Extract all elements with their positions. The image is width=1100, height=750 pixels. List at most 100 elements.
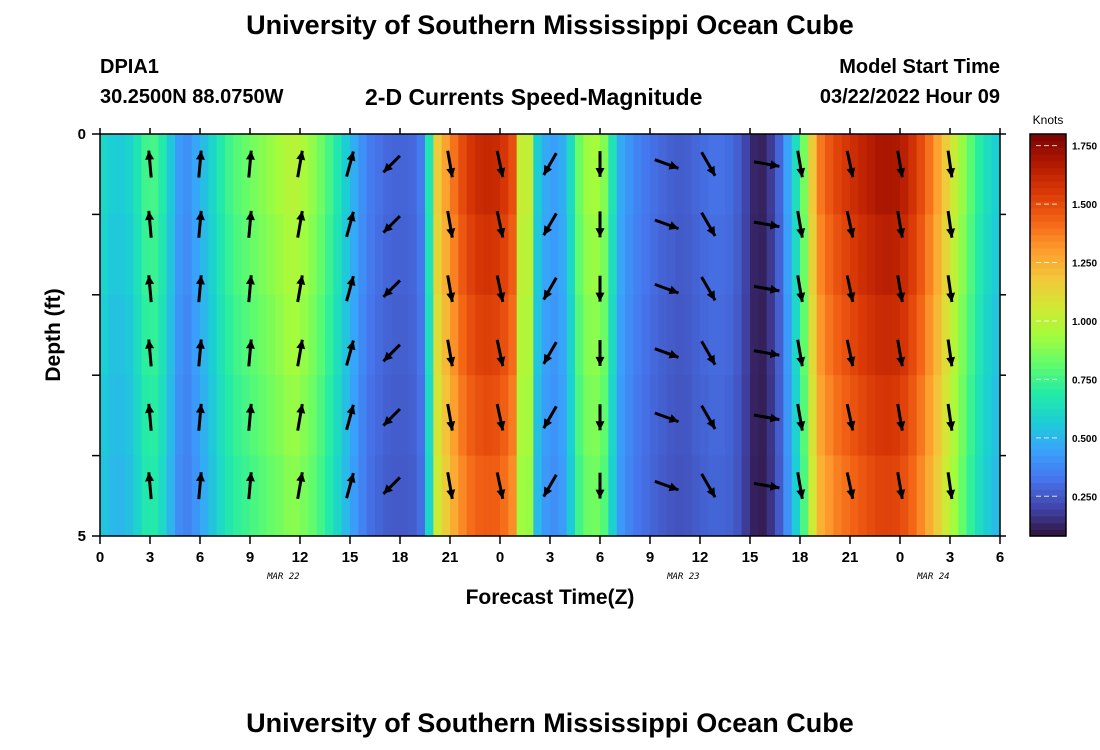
- arrow-head: [245, 210, 255, 221]
- heatmap-cell: [325, 134, 334, 215]
- heatmap-cell: [316, 375, 326, 457]
- heatmap-cell: [266, 375, 276, 457]
- heatmap-cell: [600, 294, 609, 376]
- current-arrow: [296, 472, 306, 500]
- heatmap-cell: [525, 214, 534, 296]
- heatmap-cell: [550, 455, 559, 536]
- current-arrow: [796, 339, 806, 367]
- heatmap-cell: [633, 294, 643, 376]
- heatmap-cell: [116, 455, 126, 536]
- colorbar-segment: [1030, 268, 1066, 276]
- arrow-head: [668, 482, 679, 492]
- heatmap-cell: [658, 455, 668, 536]
- colorbar-segment: [1030, 227, 1066, 236]
- heatmap-cell: [475, 294, 484, 376]
- heatmap-cell: [516, 455, 526, 536]
- heatmap-cell: [825, 214, 834, 296]
- arrow-head: [383, 484, 393, 494]
- heatmap-cell: [916, 214, 926, 296]
- heatmap-cell: [950, 455, 959, 536]
- arrow-head: [946, 489, 956, 499]
- heatmap-cell: [991, 455, 1000, 536]
- heatmap-cell: [791, 214, 801, 296]
- heatmap-cell: [716, 375, 726, 457]
- heatmap-cell: [408, 134, 418, 215]
- heatmap-cell: [175, 214, 184, 296]
- heatmap-cell: [333, 294, 343, 376]
- heatmap-cell: [616, 214, 626, 296]
- colorbar-segment: [1030, 489, 1066, 497]
- heatmap-cell: [950, 214, 959, 296]
- heatmap-cell: [741, 455, 751, 536]
- heatmap-cell: [491, 294, 501, 376]
- heatmap-cell: [208, 375, 218, 457]
- heatmap-cell: [858, 294, 868, 376]
- heatmap-cell: [725, 214, 734, 296]
- heatmap-cell: [133, 455, 143, 536]
- colorbar-tick-label: 1.750: [1072, 142, 1097, 153]
- current-arrow: [845, 339, 856, 367]
- heatmap-cell: [558, 375, 568, 457]
- heatmap-cell: [491, 134, 501, 215]
- current-arrow: [595, 275, 605, 302]
- heatmap-cell: [566, 294, 576, 376]
- colorbar-segment: [1030, 515, 1066, 524]
- heatmap-cell: [658, 214, 668, 296]
- current-arrow: [296, 275, 306, 303]
- heatmap-cell: [666, 455, 676, 536]
- colorbar-segment: [1030, 435, 1066, 443]
- heatmap-cell: [933, 455, 943, 536]
- heatmap-cell: [125, 455, 134, 536]
- arrow-head: [846, 227, 856, 238]
- heatmap-cell: [933, 214, 943, 296]
- arrow-head: [595, 421, 605, 431]
- heatmap-cell: [750, 455, 759, 536]
- arrow-head: [496, 356, 506, 367]
- heatmap-cell: [300, 134, 309, 215]
- heatmap-cell: [600, 214, 609, 296]
- arrow-head: [668, 221, 679, 230]
- heatmap-cell: [550, 375, 559, 457]
- current-arrow: [896, 150, 906, 178]
- current-arrow: [495, 403, 506, 431]
- colorbar-segment: [1030, 254, 1066, 262]
- heatmap-cell: [258, 134, 268, 215]
- current-arrow: [845, 275, 856, 303]
- colorbar-segment: [1030, 415, 1066, 423]
- heatmap-cell: [500, 134, 509, 215]
- heatmap-cell: [866, 214, 876, 296]
- current-arrow: [145, 210, 155, 238]
- heatmap-cell: [458, 455, 468, 536]
- current-arrow: [195, 403, 205, 431]
- arrow-head: [769, 481, 780, 491]
- heatmap-cell: [175, 134, 184, 215]
- heatmap-cell: [991, 134, 1000, 215]
- heatmap-cell: [975, 294, 984, 376]
- current-arrow: [845, 472, 856, 500]
- heatmap-cell: [108, 214, 118, 296]
- colorbar-segment: [1030, 147, 1066, 155]
- arrow-head: [145, 275, 155, 285]
- heatmap-cell: [316, 134, 326, 215]
- heatmap-cell: [358, 134, 368, 215]
- heatmap-cell: [766, 134, 776, 215]
- heatmap-cell: [566, 134, 576, 215]
- heatmap-cell: [216, 455, 226, 536]
- heatmap-cell: [558, 134, 568, 215]
- heatmap-cell: [133, 375, 143, 457]
- colorbar-segment: [1030, 509, 1066, 517]
- heatmap-cell: [800, 134, 809, 215]
- colorbar-segment: [1030, 201, 1066, 209]
- arrow-head: [946, 421, 956, 431]
- arrow-head: [383, 223, 393, 233]
- heatmap-cell: [200, 294, 209, 376]
- heatmap-cell: [525, 455, 534, 536]
- heatmap-cell: [691, 294, 701, 376]
- heatmap-cell: [116, 375, 126, 457]
- heatmap-cell: [958, 294, 968, 376]
- heatmap-cell: [591, 455, 601, 536]
- heatmap-cell: [608, 294, 618, 376]
- current-arrow: [753, 349, 780, 359]
- current-arrow: [446, 275, 456, 303]
- heatmap-cell: [475, 375, 484, 457]
